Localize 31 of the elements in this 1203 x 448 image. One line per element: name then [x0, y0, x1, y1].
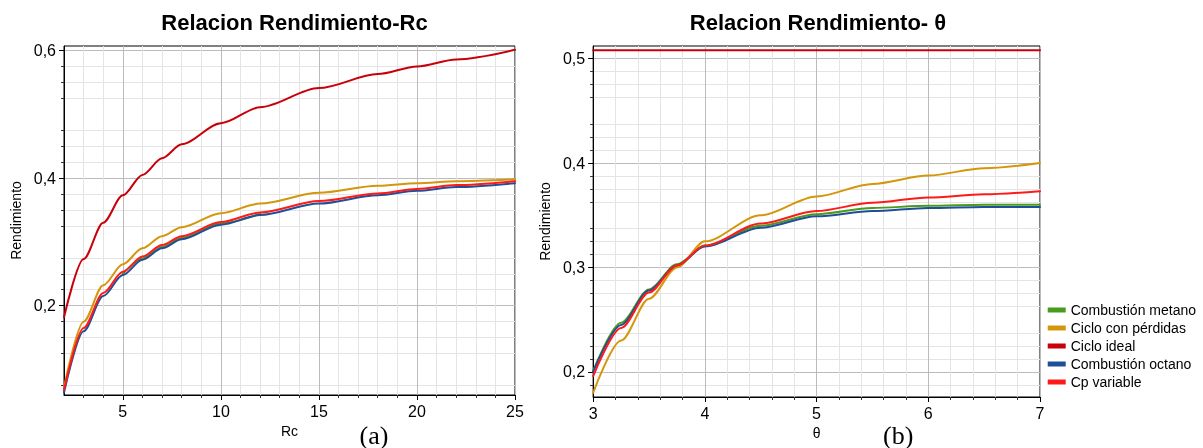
line-series [121, 212, 262, 275]
x-tick-label: 4 [700, 404, 710, 422]
legend-label: Ciclo ideal [1070, 338, 1136, 354]
line-series [592, 162, 1041, 394]
legend-label: Combustión octano [1070, 356, 1192, 372]
legend-label: Cp variable [1070, 374, 1142, 390]
chart-title: Relacion Rendimiento-Rc [161, 9, 428, 35]
legend-label: Ciclo con pérdidas [1070, 320, 1186, 336]
x-axis-title: θ [812, 424, 821, 441]
x-tick-label: 5 [812, 404, 822, 422]
x-tick-label: 6 [923, 404, 933, 422]
y-tick-label: 0,6 [33, 41, 57, 59]
x-axis-title: Rc [280, 422, 299, 439]
y-axis-title: Rendimiento [537, 181, 553, 261]
y-tick-label: 0,2 [562, 363, 586, 381]
x-tick-label: 15 [310, 402, 328, 420]
y-tick-label: 0,4 [562, 154, 586, 172]
chart-title: Relacion Rendimiento- θ [689, 9, 947, 35]
x-tick-label: 7 [1035, 404, 1045, 422]
legend-label: Combustión metano [1070, 302, 1197, 318]
x-tick-label: 25 [506, 402, 524, 420]
y-tick-label: 0,2 [33, 297, 57, 315]
y-tick-label: 0,4 [33, 169, 57, 187]
x-tick-label: 3 [588, 404, 598, 422]
x-tick-label: 5 [118, 402, 128, 420]
x-tick-label: 20 [408, 402, 426, 420]
x-tick-label: 10 [211, 402, 230, 420]
y-axis-title: Rendimiento [7, 180, 24, 260]
y-tick-label: 0,5 [562, 50, 586, 68]
line-series [63, 48, 516, 319]
y-tick-label: 0,3 [562, 258, 586, 276]
